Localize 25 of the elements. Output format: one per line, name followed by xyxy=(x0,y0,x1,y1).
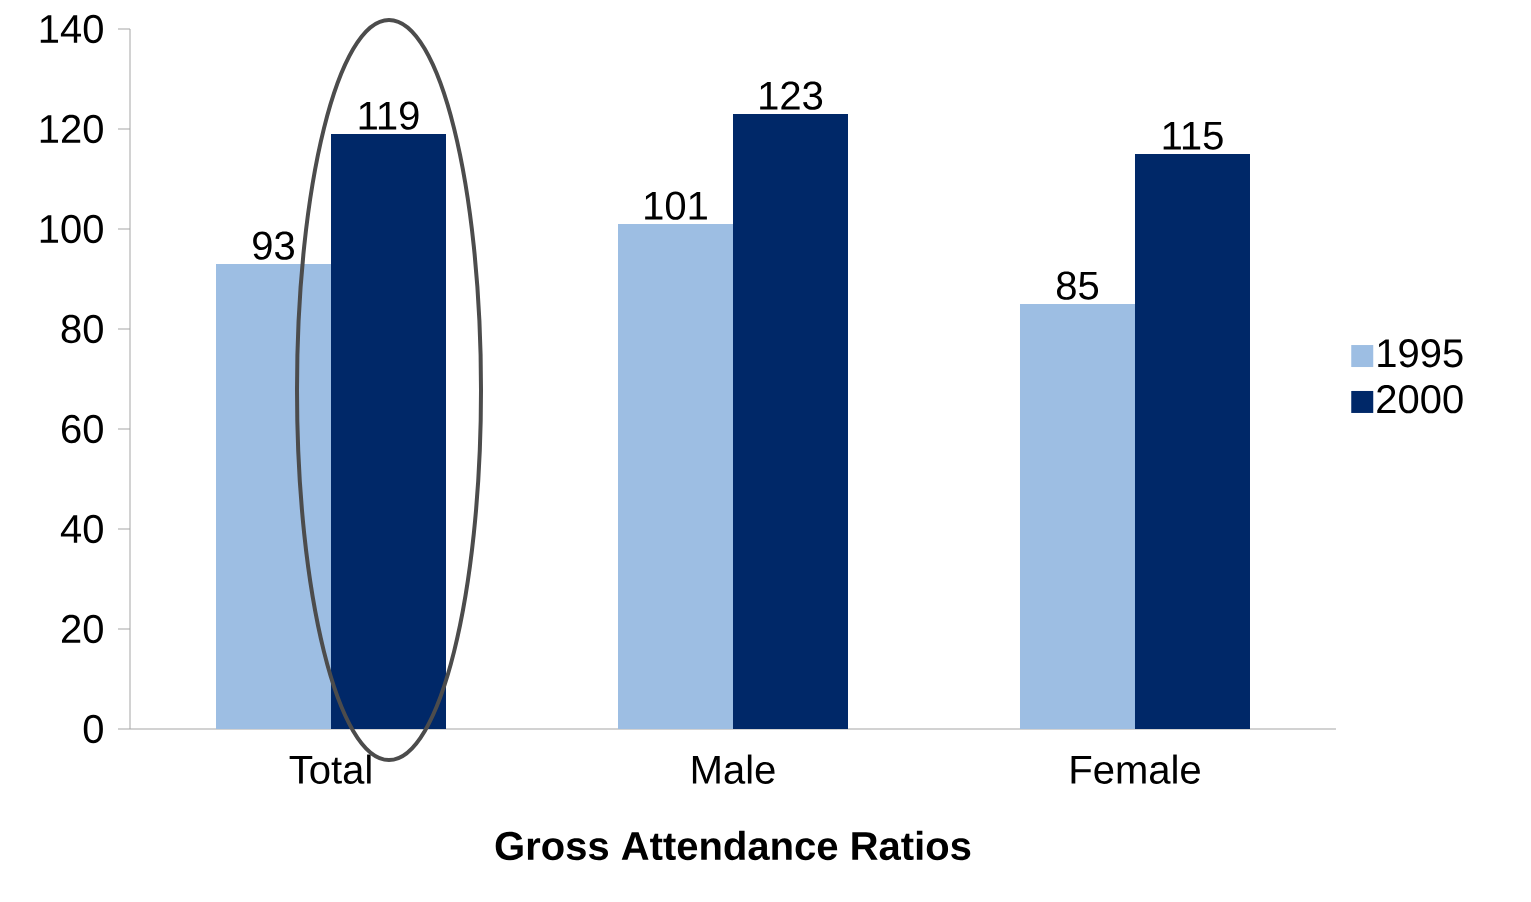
x-tick-label: Female xyxy=(1071,754,1200,784)
y-tick-label: 80 xyxy=(61,314,103,344)
data-label: 93 xyxy=(253,231,294,260)
bar xyxy=(216,263,331,729)
y-tick-label: 20 xyxy=(61,614,103,644)
data-label: 115 xyxy=(1163,121,1223,150)
bar xyxy=(1019,304,1135,729)
data-label: 119 xyxy=(359,101,419,130)
bar xyxy=(1134,153,1250,729)
x-axis-title: Gross Attendance Ratios xyxy=(495,830,971,861)
legend-label: 1995 xyxy=(1378,339,1463,368)
x-tick-label: Male xyxy=(692,754,775,784)
data-label: 101 xyxy=(645,191,707,220)
y-tick-label: 40 xyxy=(60,514,103,544)
x-tick-label: Total xyxy=(289,754,371,784)
bar xyxy=(618,223,733,729)
y-tick-label: 60 xyxy=(62,414,103,444)
y-tick-label: 0 xyxy=(83,714,103,744)
y-tick-label: 120 xyxy=(40,114,103,144)
legend-label: 2000 xyxy=(1377,384,1463,414)
y-tick-label: 140 xyxy=(40,14,103,44)
data-label: 123 xyxy=(760,81,823,110)
y-tick-label: 100 xyxy=(40,214,103,244)
data-label: 85 xyxy=(1056,271,1099,300)
bar xyxy=(733,113,848,729)
